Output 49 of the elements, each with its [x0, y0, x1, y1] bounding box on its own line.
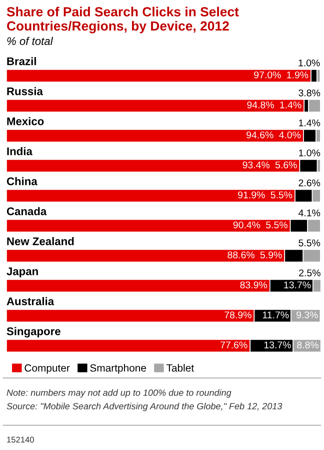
- y-tick-label: Mexico: [7, 117, 44, 126]
- data-label: 5.5%: [270, 192, 292, 198]
- data-label: 88.6%: [228, 251, 254, 258]
- data-label: 94.8%: [247, 101, 274, 108]
- y-tick-label: Singapore: [6, 327, 60, 338]
- data-label: 3.8%: [298, 89, 320, 96]
- y-tick-label: Australia: [6, 297, 54, 306]
- y-tick-label: India: [7, 147, 32, 156]
- data-label: 78.9%: [224, 311, 252, 318]
- data-label: 2.6%: [298, 179, 320, 186]
- text: Note: numbers may not add up to 100% due to rounding: [6, 389, 232, 398]
- data-label: 94.6%: [246, 131, 274, 138]
- data-label: 77.6%: [220, 341, 248, 348]
- legend-label: Computer: [24, 364, 70, 374]
- legend-label: Smartphone: [90, 364, 146, 374]
- legend-label: Tablet: [166, 364, 194, 372]
- y-tick-label: China: [6, 177, 38, 186]
- data-label: 9.3%: [296, 311, 318, 318]
- data-label: 13.7%: [284, 281, 311, 288]
- y-tick-label: Russia: [7, 87, 43, 96]
- source-note: Source: "Mobile Search Advertising Around the Globe," Feb 12, 2013: [6, 402, 282, 412]
- data-label: 1.0%: [299, 149, 320, 156]
- text: 152140: [7, 436, 34, 443]
- data-label: 90.4%: [233, 221, 260, 228]
- data-label: 11.7%: [262, 312, 289, 318]
- data-label: 93.4%: [242, 161, 270, 168]
- data-label: 4.1%: [298, 210, 320, 216]
- y-tick-label: Canada: [6, 207, 47, 216]
- data-label: 83.9%: [240, 281, 268, 288]
- data-label: 1.0%: [298, 59, 320, 66]
- data-label: 8.8%: [297, 341, 319, 348]
- data-label: 13.7%: [264, 341, 291, 348]
- chart-title: Share of Paid Search Clicks in Select Countries/Regions, by Device, 2012: [6, 6, 239, 34]
- data-label: 1.4%: [280, 102, 302, 108]
- data-label: 2.5%: [299, 269, 320, 276]
- data-label: 5.5%: [298, 240, 320, 246]
- y-tick-label: Brazil: [7, 57, 36, 66]
- y-tick-label: New Zealand: [7, 237, 74, 246]
- data-label: 5.6%: [275, 161, 297, 168]
- data-label: 91.9%: [238, 191, 265, 198]
- data-label: 1.9%: [287, 71, 308, 78]
- data-label: 5.5%: [266, 222, 288, 228]
- data-label: 1.4%: [299, 120, 320, 126]
- data-label: 4.0%: [279, 131, 301, 138]
- bar: [6, 99, 305, 112]
- y-tick-label: Japan: [6, 267, 38, 278]
- data-label: 97.0%: [254, 71, 281, 78]
- chart-subtitle: % of total: [7, 36, 54, 46]
- data-label: 5.9%: [260, 251, 282, 258]
